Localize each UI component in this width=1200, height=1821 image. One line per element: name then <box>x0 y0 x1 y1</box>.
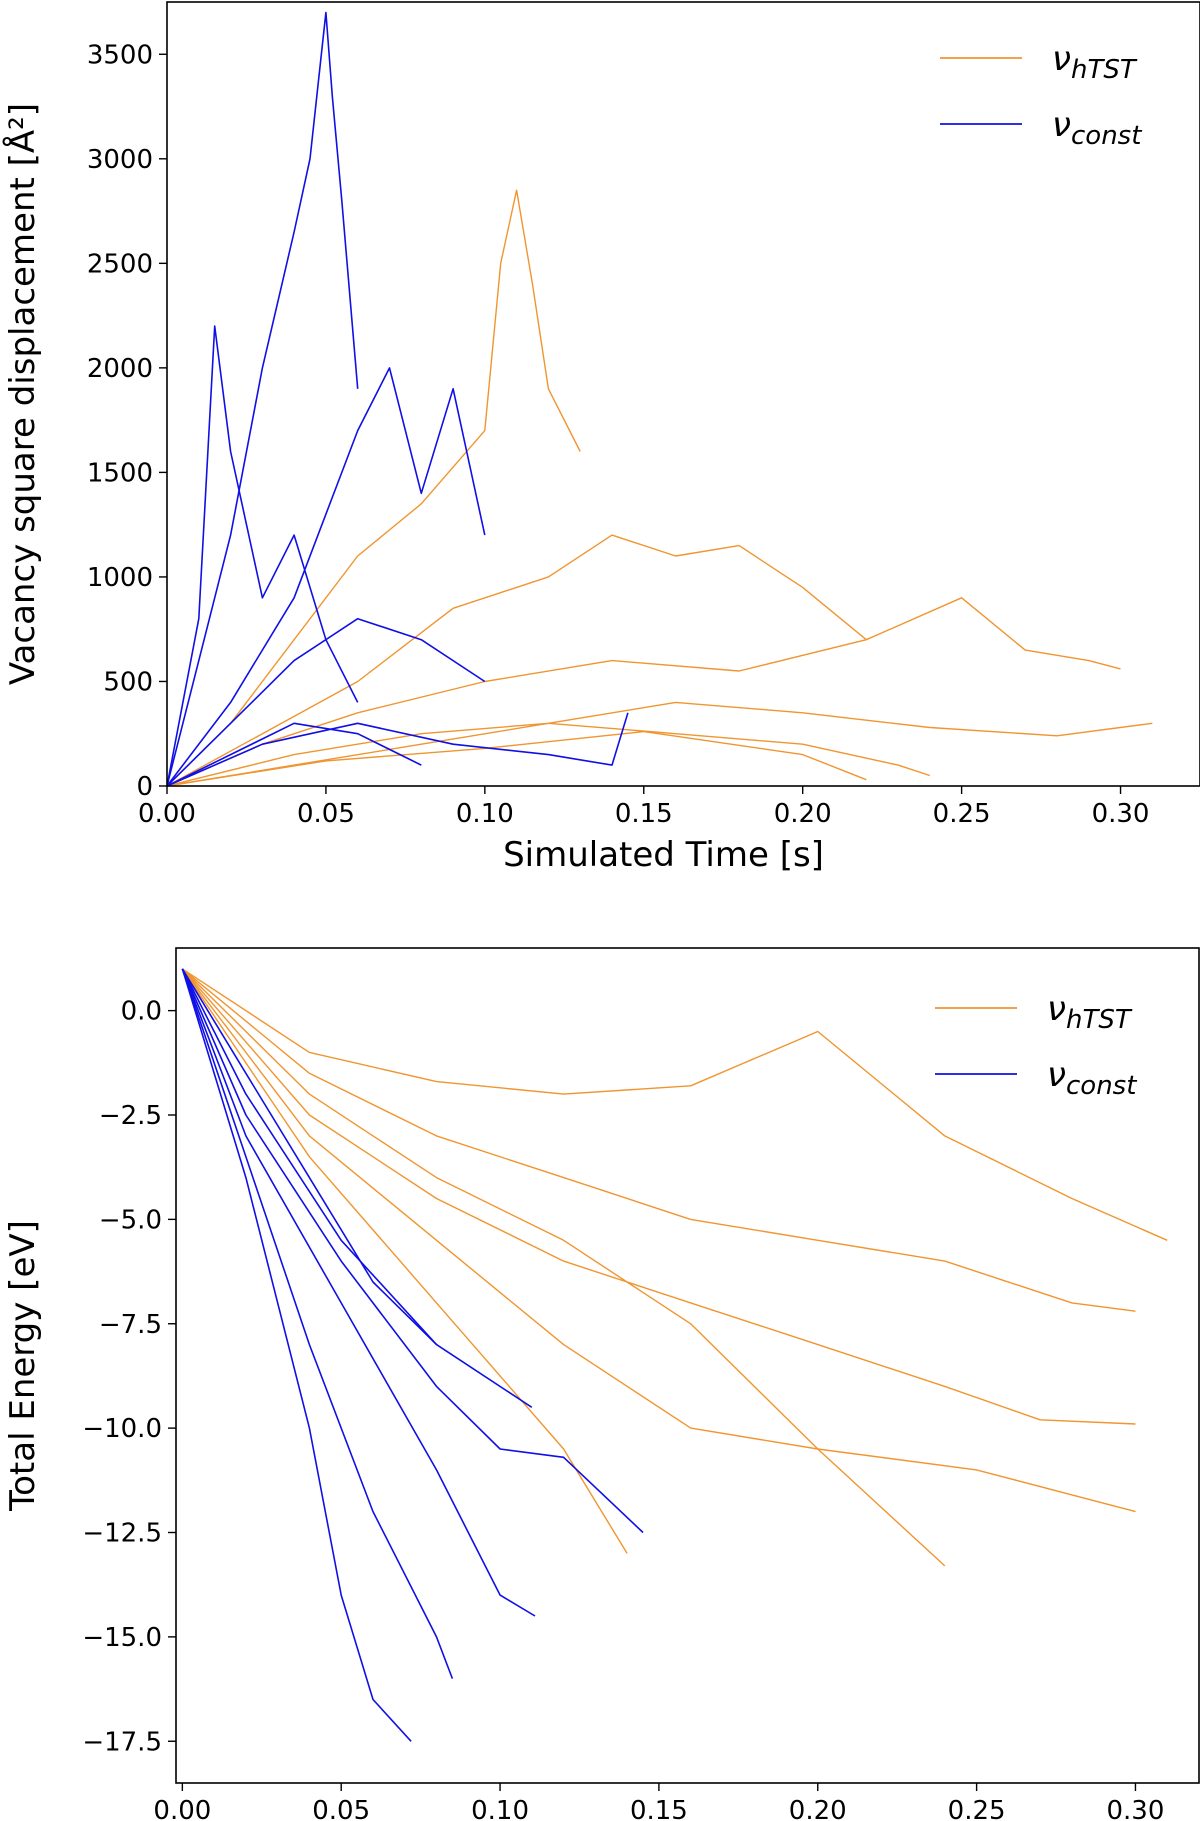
x-tick-label: 0.25 <box>933 799 991 829</box>
y-tick-label: −2.5 <box>99 1101 162 1131</box>
axes-frame <box>166 1 1200 787</box>
trajectory-line-const <box>167 11 359 786</box>
y-tick-label: 2500 <box>87 249 153 279</box>
trajectory-line-const <box>167 325 359 786</box>
x-tick-label: 0.20 <box>789 1796 847 1821</box>
trajectory-line-const <box>167 367 486 786</box>
y-tick-label: 1000 <box>87 563 153 593</box>
x-axis-label: Simulated Time [s] <box>503 835 824 875</box>
legend-symbol: ν <box>1052 105 1071 145</box>
trajectory-line-htst <box>167 730 867 786</box>
y-axis-label: Vacancy square displacement [Å²] <box>2 103 43 685</box>
x-tick-label: 0.15 <box>630 1796 688 1821</box>
legend-subscript: hTST <box>1071 55 1138 85</box>
x-tick-label: 0.10 <box>471 1796 529 1821</box>
legend-label-htst: νhTST <box>1047 989 1133 1035</box>
legend-subscript: const <box>1066 1071 1137 1101</box>
x-tick-label: 0.20 <box>774 799 832 829</box>
legend-subscript: const <box>1071 121 1142 151</box>
trajectory-line-const <box>181 968 536 1617</box>
series-area <box>167 11 1153 786</box>
series-htst <box>181 968 1168 1567</box>
y-tick-label: −7.5 <box>99 1310 162 1340</box>
y-tick-label: 0.0 <box>121 997 162 1027</box>
msd-chart-panel: 0.00 0.05 0.10 0.15 0.20 0.25 0.30 0 500 1000 1500… <box>2 1 1200 875</box>
y-axis-label: Total Energy [eV] <box>3 1220 43 1512</box>
y-tick-label: 1500 <box>87 458 153 488</box>
y-tick-label: −10.0 <box>82 1414 162 1444</box>
x-tick-label: 0.30 <box>1107 1796 1165 1821</box>
x-tick-label: 0.05 <box>312 1796 370 1821</box>
y-tick-label: −15.0 <box>82 1623 162 1653</box>
legend-subscript: hTST <box>1066 1005 1133 1035</box>
series-htst <box>167 189 1153 786</box>
trajectory-line-htst <box>181 968 1136 1513</box>
trajectory-line-htst <box>182 968 1168 1241</box>
legend-symbol: ν <box>1052 39 1071 79</box>
x-tick-label: 0.10 <box>456 799 514 829</box>
series-const <box>181 968 644 1742</box>
trajectory-line-htst <box>181 968 628 1554</box>
trajectory-line-const <box>181 968 644 1534</box>
y-tick-label: −5.0 <box>99 1205 162 1235</box>
x-tick-label: 0.00 <box>153 1796 211 1821</box>
legend-label-const: νconst <box>1052 105 1142 151</box>
trajectory-line-htst <box>167 597 1121 786</box>
trajectory-line-const <box>181 968 454 1679</box>
series-const <box>167 11 629 786</box>
axes-frame <box>175 947 1200 1784</box>
trajectory-line-htst <box>181 968 1136 1425</box>
trajectory-line-const <box>181 968 533 1408</box>
y-tick-label: 2000 <box>87 354 153 384</box>
trajectory-line-htst <box>167 722 931 786</box>
trajectory-line-htst <box>181 968 946 1567</box>
legend-label-htst: νhTST <box>1052 39 1138 85</box>
trajectory-line-htst <box>181 968 1136 1312</box>
trajectory-line-const <box>167 722 422 786</box>
trajectory-line-htst <box>167 189 581 786</box>
trajectory-line-const <box>167 712 629 786</box>
y-tick-label: −17.5 <box>82 1727 162 1757</box>
series-area <box>181 968 1168 1742</box>
trajectory-line-htst <box>167 534 867 786</box>
trajectory-line-const <box>181 968 412 1742</box>
y-tick-label: 3500 <box>87 40 153 70</box>
y-tick-label: 0 <box>136 772 153 802</box>
legend-symbol: ν <box>1047 1055 1066 1095</box>
x-tick-label: 0.05 <box>297 799 355 829</box>
x-tick-label: 0.15 <box>615 799 673 829</box>
x-tick-label: 0.30 <box>1092 799 1150 829</box>
x-tick-label: 0.25 <box>948 1796 1006 1821</box>
energy-chart-panel: 0.00 0.05 0.10 0.15 0.20 0.25 0.30 0.0 −2.5 −5.0 −… <box>3 947 1200 1821</box>
y-tick-label: −12.5 <box>82 1519 162 1549</box>
y-tick-label: 500 <box>103 667 153 697</box>
x-tick-label: 0.00 <box>138 799 196 829</box>
legend-symbol: ν <box>1047 989 1066 1029</box>
legend-label-const: νconst <box>1047 1055 1137 1101</box>
y-tick-label: 3000 <box>87 145 153 175</box>
trajectory-line-const <box>167 617 486 786</box>
trajectory-line-const <box>181 968 438 1346</box>
trajectory-line-htst <box>167 701 1153 786</box>
